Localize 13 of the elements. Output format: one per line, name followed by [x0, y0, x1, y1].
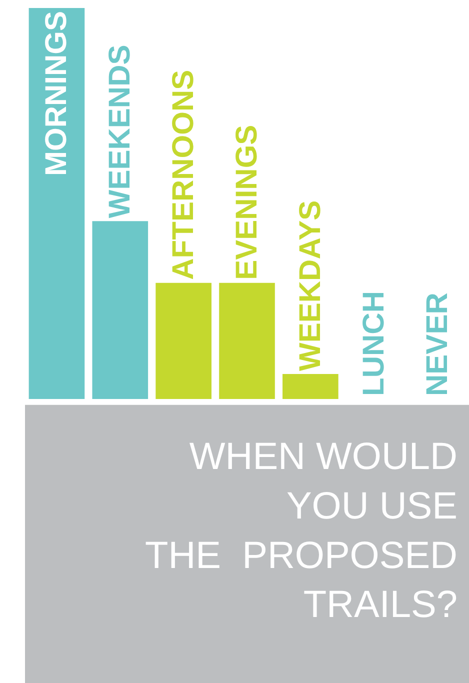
bar [156, 282, 212, 399]
x-tick-label: WEEKDAYS [294, 200, 327, 371]
bar [92, 221, 148, 399]
x-tick-label: WEEKENDS [104, 44, 137, 218]
bar [219, 282, 275, 399]
x-tick-label: AFTERNOONS [167, 70, 200, 280]
x-tick-label: NEVER [420, 292, 454, 396]
bar [282, 374, 338, 399]
text: WHEN WOULD YOU USE THE PROPOSED TRAILS? [145, 436, 458, 626]
x-tick-label: MORNINGS [40, 11, 74, 176]
x-tick-label: EVENINGS [230, 124, 264, 280]
bar [28, 8, 85, 399]
x-tick-label: LUNCH [357, 291, 390, 396]
